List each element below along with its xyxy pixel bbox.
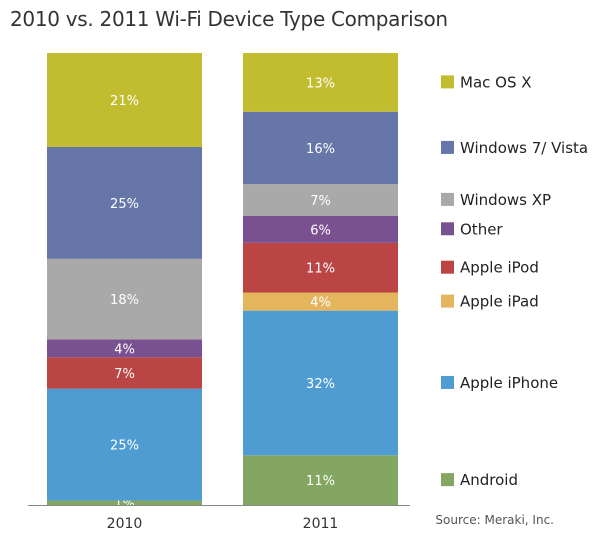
legend-swatch-windows-7-vista [441,140,454,154]
bar-segment-apple-iphone-2010 [47,388,202,501]
legend-swatch-apple-ipod [441,260,454,274]
data-label-apple-ipod-2010: 7% [114,367,135,382]
data-label-apple-ipad-2011: 4% [310,296,331,311]
bar-segment-windows-7-vista-2011 [243,111,398,185]
legend-label-apple-iphone: Apple iPhone [460,374,558,392]
bar-segment-other-2011 [243,215,398,243]
chart-title: 2010 vs. 2011 Wi-Fi Device Type Comparis… [10,7,448,31]
data-label-other-2010: 4% [114,342,135,357]
source-note: Source: Meraki, Inc. [435,513,554,527]
bar-segment-mac-os-x-2010 [47,53,202,147]
bar-segment-other-2010 [47,339,202,358]
legend-swatch-apple-ipad [441,294,454,308]
legend-swatch-windows-xp [441,192,454,206]
bar-segment-apple-iphone-2011 [243,310,398,456]
bar-segment-mac-os-x-2011 [243,53,398,112]
bar-segment-windows-7-vista-2010 [47,146,202,259]
data-label-apple-iphone-2010: 25% [110,439,139,454]
data-label-windows-7-vista-2011: 16% [306,142,335,157]
data-label-mac-os-x-2011: 13% [306,76,335,91]
legend-swatch-apple-iphone [441,375,454,389]
data-label-other-2011: 6% [310,223,331,238]
legend-label-apple-ipod: Apple iPod [460,259,539,277]
data-label-apple-iphone-2011: 32% [306,377,335,392]
legend-label-apple-ipad: Apple iPad [460,293,539,311]
legend-label-other: Other [460,220,503,238]
bar-segment-apple-ipod-2011 [243,242,398,293]
data-label-apple-ipod-2011: 11% [306,262,335,277]
legend: Mac OS X Windows 7/ Vista Windows XP Other A… [441,73,588,489]
data-label-windows-7-vista-2010: 25% [110,197,139,212]
bar-segment-windows-xp-2011 [243,184,398,216]
bar-segment-windows-xp-2010 [47,258,202,340]
x-tick-label-2011: 2011 [303,516,339,532]
legend-label-android: Android [460,471,518,489]
legend-swatch-mac-os-x [441,75,454,89]
bar-segment-apple-ipod-2010 [47,357,202,389]
bar-segment-android-2011 [243,455,398,505]
data-label-mac-os-x-2010: 21% [110,94,139,109]
data-label-windows-xp-2011: 7% [310,194,331,209]
legend-swatch-other [441,222,454,236]
bar-segment-android-2010 [47,500,202,505]
legend-label-windows-7-vista: Windows 7/ Vista [460,139,588,157]
data-label-android-2011: 11% [306,474,335,489]
x-tick-label-2010: 2010 [107,516,143,532]
legend-swatch-android [441,473,454,487]
legend-label-windows-xp: Windows XP [460,191,551,209]
legend-label-mac-os-x: Mac OS X [460,73,532,91]
bar-segment-apple-ipad-2011 [243,292,398,311]
x-axis: 2010 2011 [28,505,410,532]
bars-group: 1%25%7%4%18%25%21%11%32%4%11%6%7%16%13% [47,53,398,512]
data-label-windows-xp-2010: 18% [110,293,139,308]
